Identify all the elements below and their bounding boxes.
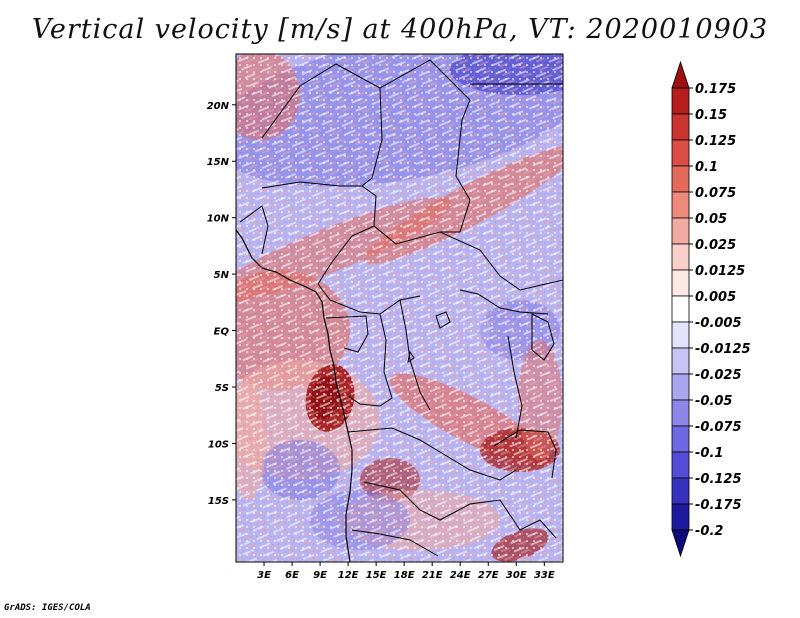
lon-tick-label: 30E (506, 570, 527, 581)
map-frame (235, 53, 564, 563)
colorbar-swatch (671, 165, 690, 193)
lon-tick-label: 9E (313, 570, 327, 581)
colorbar-label: 0.15 (695, 108, 727, 123)
colorbar-swatch (671, 113, 690, 141)
lat-tick-label: 10S (208, 439, 229, 450)
colorbar: 0.175 0.15 0.125 0.1 0.075 0.05 0.025 0.0125 0.0… (671, 60, 751, 558)
colorbar-swatch (671, 60, 690, 89)
lat-tick-label: 20N (207, 101, 230, 112)
longitude-axis: 3E 6E 9E 12E 15E 18E 21E 24E 27E 30E 33E (257, 562, 555, 581)
colorbar-label: 0.175 (695, 82, 736, 97)
colorbar-swatch (671, 243, 690, 271)
colorbar-label: -0.0125 (695, 342, 751, 357)
colorbar-swatch (671, 529, 690, 558)
colorbar-swatch (671, 347, 690, 375)
lon-tick-label: 27E (478, 570, 499, 581)
colorbar-swatch (671, 217, 690, 245)
colorbar-swatch (671, 373, 690, 401)
colorbar-swatch (671, 477, 690, 505)
lon-tick-label: 15E (366, 570, 387, 581)
lat-tick-label: 5N (214, 270, 230, 281)
colorbar-label: 0.075 (695, 186, 736, 201)
lat-tick-label: 5S (215, 383, 229, 394)
lon-tick-label: 3E (257, 570, 271, 581)
colorbar-label: 0.025 (695, 238, 736, 253)
colorbar-label: 0.05 (695, 212, 727, 227)
colorbar-label: -0.025 (695, 368, 742, 383)
lat-tick-label: 10N (207, 214, 230, 225)
chart-title: Vertical velocity [m/s] at 400hPa, VT: 2… (31, 14, 769, 45)
lon-tick-label: 24E (450, 570, 471, 581)
latitude-axis: 20N 15N 10N 5N EQ 5S 10S 15S (207, 101, 236, 507)
vertical-velocity-field (236, 54, 563, 562)
colorbar-label: 0.005 (695, 290, 736, 305)
lon-tick-label: 21E (422, 570, 443, 581)
country-borders (239, 59, 563, 557)
grads-credit: GrADS: IGES/COLA (4, 603, 91, 613)
coastline (236, 229, 353, 562)
colorbar-label: -0.1 (695, 446, 723, 461)
lon-tick-label: 6E (285, 570, 299, 581)
colorbar-swatch (671, 451, 690, 479)
colorbar-label: -0.05 (695, 394, 732, 409)
colorbar-label: -0.125 (695, 472, 742, 487)
lon-tick-label: 12E (338, 570, 359, 581)
colorbar-label: -0.175 (695, 498, 742, 513)
colorbar-swatch (671, 295, 690, 323)
colorbar-swatch (671, 139, 690, 167)
colorbar-swatch (671, 425, 690, 453)
lon-tick-label: 33E (534, 570, 555, 581)
colorbar-swatch (671, 191, 690, 219)
colorbar-label: -0.2 (695, 524, 723, 539)
colorbar-swatch (671, 399, 690, 427)
colorbar-label: -0.005 (695, 316, 742, 331)
lat-tick-label: 15S (208, 496, 229, 507)
colorbar-swatch (671, 321, 690, 349)
colorbar-label: 0.0125 (695, 264, 745, 279)
lat-tick-label: EQ (214, 327, 230, 338)
colorbar-label: 0.125 (695, 134, 736, 149)
colorbar-label: 0.1 (695, 160, 718, 175)
colorbar-swatch (671, 87, 690, 115)
colorbar-swatch (671, 269, 690, 297)
lat-tick-label: 15N (207, 157, 230, 168)
colorbar-label: -0.075 (695, 420, 742, 435)
lon-tick-label: 18E (394, 570, 415, 581)
colorbar-swatch (671, 503, 690, 531)
